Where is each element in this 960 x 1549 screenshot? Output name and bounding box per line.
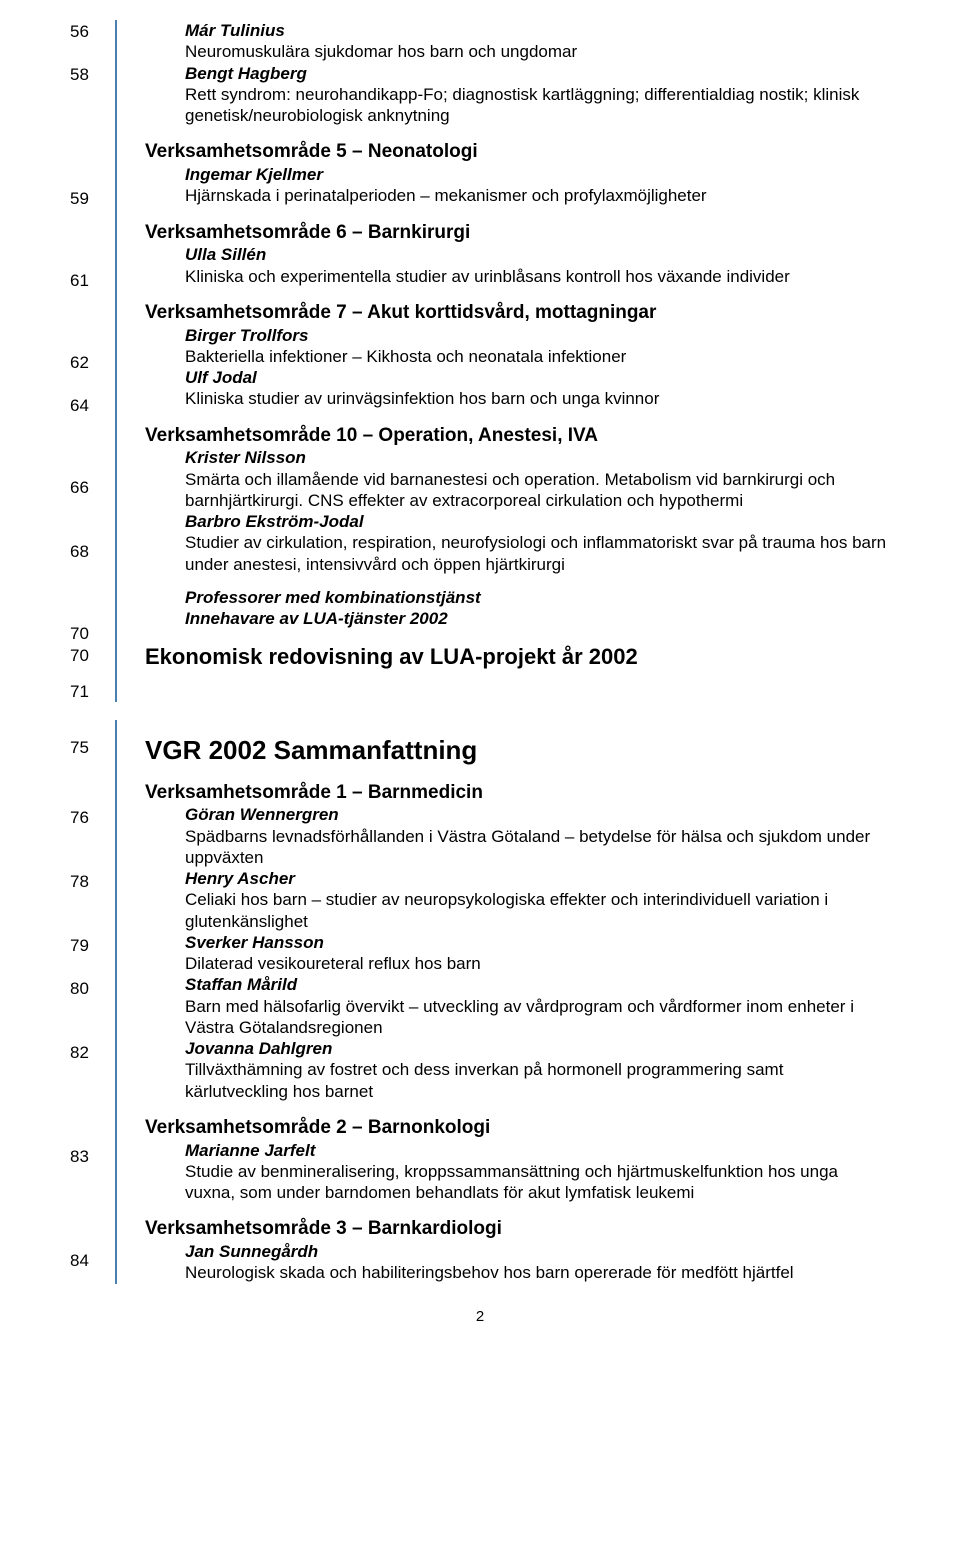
- toc-block: 75 76 78 79 80 82 83 84 VGR 2002 Sammanf…: [70, 720, 890, 1284]
- entry-author: Ulla Sillén: [185, 244, 890, 265]
- page-number: 61: [70, 269, 115, 291]
- section-heading: Verksamhetsområde 7 – Akut korttidsvård,…: [145, 301, 890, 325]
- page-footer-number: 2: [70, 1308, 890, 1325]
- entry-desc: Dilaterad vesikoureteral reflux hos barn: [185, 953, 890, 974]
- page-number: 71: [70, 680, 115, 702]
- page-number: 59: [70, 187, 115, 209]
- entry-desc: Studier av cirkulation, respiration, neu…: [185, 532, 890, 575]
- entry-desc: Barn med hälsofarlig övervikt – utveckli…: [185, 996, 890, 1039]
- entry-author: Birger Trollfors: [185, 325, 890, 346]
- page-number: 56: [70, 20, 115, 42]
- entry-author: Marianne Jarfelt: [185, 1140, 890, 1161]
- entry-author: Jovanna Dahlgren: [185, 1038, 890, 1059]
- entry-desc: Neuromuskulära sjukdomar hos barn och un…: [185, 41, 890, 62]
- toc-content: Már Tulinius Neuromuskulära sjukdomar ho…: [145, 20, 890, 671]
- page-number: 64: [70, 394, 115, 416]
- page-number: 70: [70, 644, 115, 666]
- entry-desc: Kliniska och experimentella studier av u…: [185, 266, 890, 287]
- entry-author: Jan Sunnegårdh: [185, 1241, 890, 1262]
- page-number: 80: [70, 977, 115, 999]
- entry-author: Sverker Hansson: [185, 932, 890, 953]
- section-heading: Verksamhetsområde 10 – Operation, Aneste…: [145, 424, 890, 448]
- page-number: 79: [70, 934, 115, 956]
- misc-line: Professorer med kombinationstjänst: [185, 587, 890, 608]
- section-heading: Verksamhetsområde 5 – Neonatologi: [145, 140, 890, 164]
- entry-desc: Tillväxthämning av fostret och dess inve…: [185, 1059, 890, 1102]
- entry-author: Göran Wennergren: [185, 804, 890, 825]
- page-number: 58: [70, 63, 115, 85]
- entry-desc: Bakteriella infektioner – Kikhosta och n…: [185, 346, 890, 367]
- page-number: 78: [70, 870, 115, 892]
- entry-desc: Hjärnskada i perinatalperioden – mekanis…: [185, 185, 890, 206]
- entry-desc: Celiaki hos barn – studier av neuropsyko…: [185, 889, 890, 932]
- entry-author: Már Tulinius: [185, 20, 890, 41]
- entry-author: Bengt Hagberg: [185, 63, 890, 84]
- vertical-divider: [115, 720, 117, 1284]
- page-number: 68: [70, 540, 115, 562]
- page-number: 82: [70, 1041, 115, 1063]
- entry-desc: Neurologisk skada och habiliteringsbehov…: [185, 1262, 890, 1283]
- vertical-divider: [115, 20, 117, 702]
- section-heading: Verksamhetsområde 3 – Barnkardiologi: [145, 1217, 890, 1241]
- toc-block: 56 58 59 61 62 64 66 68 70 70 71: [70, 20, 890, 702]
- section-heading: Verksamhetsområde 6 – Barnkirurgi: [145, 221, 890, 245]
- entry-desc: Studie av benmineralisering, kroppssamma…: [185, 1161, 890, 1204]
- entry-desc: Kliniska studier av urinvägsinfektion ho…: [185, 388, 890, 409]
- entry-author: Staffan Mårild: [185, 974, 890, 995]
- entry-author: Henry Ascher: [185, 868, 890, 889]
- page-number: 66: [70, 476, 115, 498]
- page-number: 62: [70, 351, 115, 373]
- page-number: 70: [70, 622, 115, 644]
- page-number: 76: [70, 806, 115, 828]
- page-number: 84: [70, 1249, 115, 1271]
- section-heading-xlarge: VGR 2002 Sammanfattning: [145, 734, 890, 767]
- section-heading-large: Ekonomisk redovisning av LUA-projekt år …: [145, 643, 890, 671]
- section-heading: Verksamhetsområde 2 – Barnonkologi: [145, 1116, 890, 1140]
- document-page: 56 58 59 61 62 64 66 68 70 70 71: [0, 0, 960, 1355]
- entry-author: Ulf Jodal: [185, 367, 890, 388]
- page-number: 83: [70, 1145, 115, 1167]
- entry-desc: Rett syndrom: neurohandikapp-Fo; diagnos…: [185, 84, 890, 127]
- section-heading: Verksamhetsområde 1 – Barnmedicin: [145, 781, 890, 805]
- entry-author: Krister Nilsson: [185, 447, 890, 468]
- toc-content: VGR 2002 Sammanfattning Verksamhetsområd…: [145, 720, 890, 1284]
- entry-author: Ingemar Kjellmer: [185, 164, 890, 185]
- page-number: 75: [70, 736, 115, 758]
- entry-desc: Smärta och illamående vid barnanestesi o…: [185, 469, 890, 512]
- entry-desc: Spädbarns levnadsförhållanden i Västra G…: [185, 826, 890, 869]
- misc-line: Innehavare av LUA-tjänster 2002: [185, 608, 890, 629]
- entry-author: Barbro Ekström-Jodal: [185, 511, 890, 532]
